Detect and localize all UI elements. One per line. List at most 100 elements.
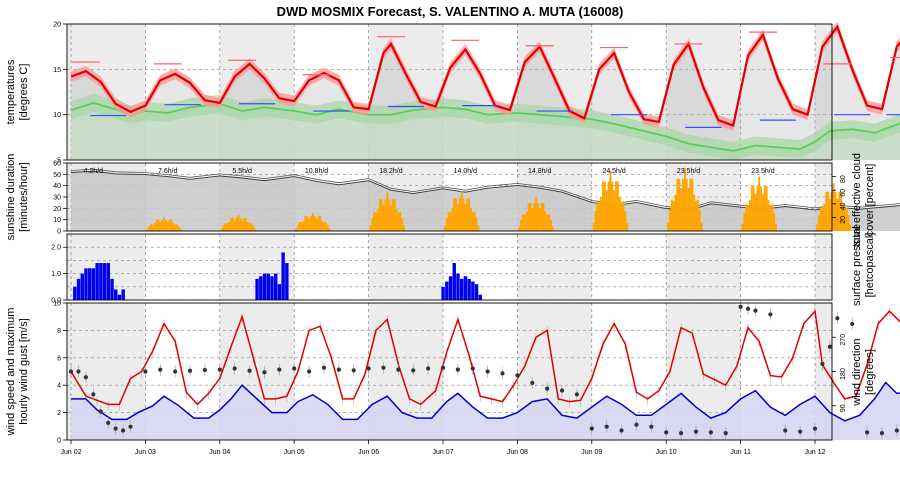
precipitation-bar <box>281 252 285 300</box>
direction-axis-title: [degrees] <box>864 349 876 395</box>
sunshine-bar <box>393 199 396 231</box>
sunshine-tick-label: 50 <box>53 172 61 179</box>
sunshine-bar <box>676 178 679 231</box>
sunshine-tick-label: 10 <box>53 217 61 224</box>
sunshine-bar <box>763 186 766 231</box>
precipitation-bar <box>274 273 278 300</box>
precipitation-bar <box>80 273 84 300</box>
wind-tick-label: 8 <box>57 328 61 335</box>
sunshine-bar <box>306 216 309 231</box>
precipitation-bar <box>102 263 107 300</box>
sunshine-bar <box>838 191 841 231</box>
precipitation-tick-label: 2.0 <box>51 245 61 252</box>
sunshine-bar <box>834 191 837 231</box>
wind-direction-point <box>879 431 885 436</box>
sunshine-bar <box>297 224 299 231</box>
sunshine-bar <box>598 202 601 231</box>
sunshine-bar <box>471 212 474 231</box>
pressure-axis-title: [hetcopascal] <box>864 233 876 298</box>
sunshine-bar <box>618 196 621 231</box>
wind-direction-point <box>366 366 371 371</box>
x-tick-label: Jun 03 <box>135 449 156 456</box>
axes-layer: 5 10 15 20 0 10 20 30 40 50 60 0.0 1.0 2.0 0 2 4 6 8 10 20 40… <box>5 22 876 457</box>
day-band <box>666 234 741 300</box>
sunshine-bar <box>842 203 844 231</box>
sunshine-axis-title: [minutes/hour] <box>18 162 30 232</box>
wind-direction-point <box>589 426 594 431</box>
daily-sunshine-label: 23.5h/d <box>677 168 700 175</box>
sunshine-bar <box>384 199 387 231</box>
sunshine-bar <box>741 223 744 231</box>
sunshine-bar <box>538 207 541 231</box>
precipitation-bar <box>478 294 482 300</box>
sunshine-bar <box>823 203 826 231</box>
sunshine-bar <box>624 210 627 231</box>
sunshine-tick-label: 30 <box>53 195 61 202</box>
cloud-tick-label: 20 <box>840 216 847 224</box>
wind-tick-label: 4 <box>57 383 61 390</box>
wind-speed-line <box>71 381 900 422</box>
precipitation-bar <box>110 278 114 300</box>
sunshine-bar <box>592 222 595 231</box>
precipitation-bar <box>266 273 270 300</box>
sunshine-bar <box>745 204 748 231</box>
sunshine-bar <box>771 204 774 231</box>
wind-direction-point <box>485 369 490 374</box>
sunshine-bar <box>163 217 165 231</box>
wind-tick-label: 10 <box>53 301 61 308</box>
sunshine-tick-label: 20 <box>53 206 61 213</box>
wind-direction-point <box>835 316 840 321</box>
sunshine-bar <box>600 196 603 231</box>
sunshine-bar <box>447 211 450 231</box>
x-tick-label: Jun 04 <box>209 449 230 456</box>
sunshine-bar <box>529 202 532 231</box>
wind-direction-point <box>440 365 446 370</box>
sunshine-bar <box>375 212 378 231</box>
sunshine-bar <box>622 201 625 231</box>
sunshine-bar <box>235 217 238 231</box>
precipitation-bar <box>456 273 460 300</box>
sunshine-bar <box>754 194 757 231</box>
precipitation-bar <box>448 276 453 300</box>
wind-direction-point <box>143 369 148 374</box>
sunshine-bar <box>551 226 554 231</box>
sunshine-bar <box>752 186 755 231</box>
cloud-tick-label: 60 <box>840 189 847 197</box>
sunshine-bar <box>546 214 549 231</box>
sunshine-bar <box>525 211 528 231</box>
sunshine-bar <box>470 208 472 231</box>
precipitation-bar <box>259 276 263 300</box>
sunshine-bar <box>319 216 322 231</box>
wind-tick-label: 6 <box>57 355 61 362</box>
sunshine-bar <box>518 226 521 231</box>
sunshine-bar <box>300 222 303 231</box>
wind-direction-point <box>894 428 899 433</box>
daily-sunshine-label: 18.2h/d <box>379 168 402 175</box>
sunshine-bar <box>840 191 843 231</box>
day-band <box>517 234 592 300</box>
sunshine-bar <box>298 222 301 231</box>
temperature-axis-title: [degrees C] <box>18 64 30 121</box>
sunshine-bar <box>827 191 830 231</box>
wind-direction-point <box>798 429 803 434</box>
wind-direction-point <box>173 369 178 374</box>
sunshine-bar <box>682 178 684 231</box>
sunshine-bar <box>696 199 699 231</box>
sunshine-bar <box>230 217 232 231</box>
sunshine-bar <box>401 218 404 231</box>
sunshine-bar <box>231 217 234 231</box>
sunshine-bar <box>166 221 169 231</box>
sunshine-bar <box>239 217 242 231</box>
sunshine-bar <box>464 204 467 231</box>
sunshine-bar <box>523 214 526 231</box>
precipitation-bar <box>474 284 479 300</box>
sunshine-bar <box>302 220 305 231</box>
sunshine-bar <box>762 194 764 231</box>
sunshine-bar <box>542 202 545 231</box>
sunshine-bar <box>153 223 156 231</box>
sunshine-bar <box>311 212 314 231</box>
sunshine-bar <box>594 210 597 231</box>
sunshine-bar <box>613 190 616 231</box>
sunshine-bar <box>477 225 480 231</box>
wind-direction-point <box>98 409 103 414</box>
